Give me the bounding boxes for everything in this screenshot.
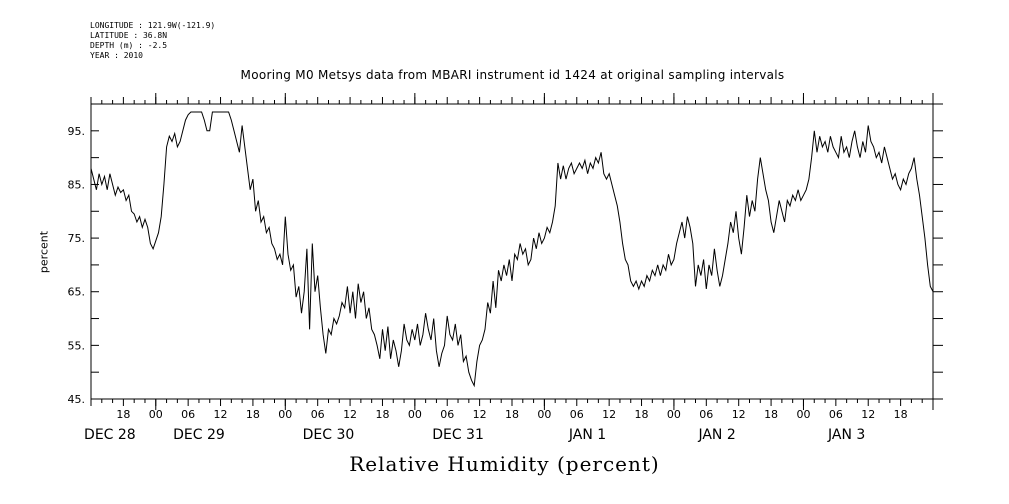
y-tick-label: 45. <box>68 393 86 406</box>
x-tick-label: 06 <box>570 408 584 421</box>
x-tick-label: 06 <box>181 408 195 421</box>
depth-text: DEPTH (m) : -2.5 <box>90 41 168 50</box>
x-tick-label: 18 <box>116 408 130 421</box>
x-tick-label: 18 <box>635 408 649 421</box>
x-tick-label: 06 <box>440 408 454 421</box>
y-tick-label: 85. <box>68 178 86 191</box>
x-tick-label: 12 <box>861 408 875 421</box>
humidity-series-line <box>90 111 934 388</box>
x-tick-label: 12 <box>732 408 746 421</box>
x-tick-label: 06 <box>311 408 325 421</box>
y-tick-label: 75. <box>68 232 86 245</box>
x-day-label: DEC 29 <box>173 427 225 443</box>
x-tick-label: 18 <box>246 408 260 421</box>
x-tick-label: 00 <box>149 408 163 421</box>
y-tick-label: 95. <box>68 125 86 138</box>
y-tick-label: 65. <box>68 286 86 299</box>
year-text: YEAR : 2010 <box>90 51 143 60</box>
x-axis-caption: Relative Humidity (percent) <box>349 452 660 476</box>
metadata-block: LONGITUDE : 121.9W(-121.9) LATITUDE : 36… <box>90 21 215 61</box>
chart-title: Mooring M0 Metsys data from MBARI instru… <box>240 68 785 82</box>
x-day-label: DEC 31 <box>432 427 484 443</box>
x-tick-label: 12 <box>602 408 616 421</box>
x-tick-label: 00 <box>537 408 551 421</box>
longitude-text: LONGITUDE : 121.9W(-121.9) <box>90 21 216 30</box>
x-tick-label: 12 <box>214 408 228 421</box>
x-day-label: JAN 2 <box>697 427 735 443</box>
x-tick-label: 00 <box>408 408 422 421</box>
x-day-label: JAN 1 <box>568 427 606 443</box>
x-tick-label: 12 <box>473 408 487 421</box>
x-tick-label: 12 <box>343 408 357 421</box>
latitude-text: LATITUDE : 36.8N <box>90 31 168 40</box>
x-tick-label: 00 <box>278 408 292 421</box>
x-tick-label: 06 <box>699 408 713 421</box>
x-tick-label: 18 <box>375 408 389 421</box>
x-tick-label: 06 <box>829 408 843 421</box>
x-day-label: DEC 28 <box>84 427 136 443</box>
y-tick-label: 55. <box>68 339 86 352</box>
x-tick-label: 18 <box>894 408 908 421</box>
x-day-label: DEC 30 <box>303 427 355 443</box>
x-tick-label: 18 <box>505 408 519 421</box>
x-tick-label: 18 <box>764 408 778 421</box>
x-tick-label: 00 <box>796 408 810 421</box>
plot-frame <box>90 103 934 400</box>
x-tick-label: 00 <box>667 408 681 421</box>
x-day-label: JAN 3 <box>827 427 865 443</box>
